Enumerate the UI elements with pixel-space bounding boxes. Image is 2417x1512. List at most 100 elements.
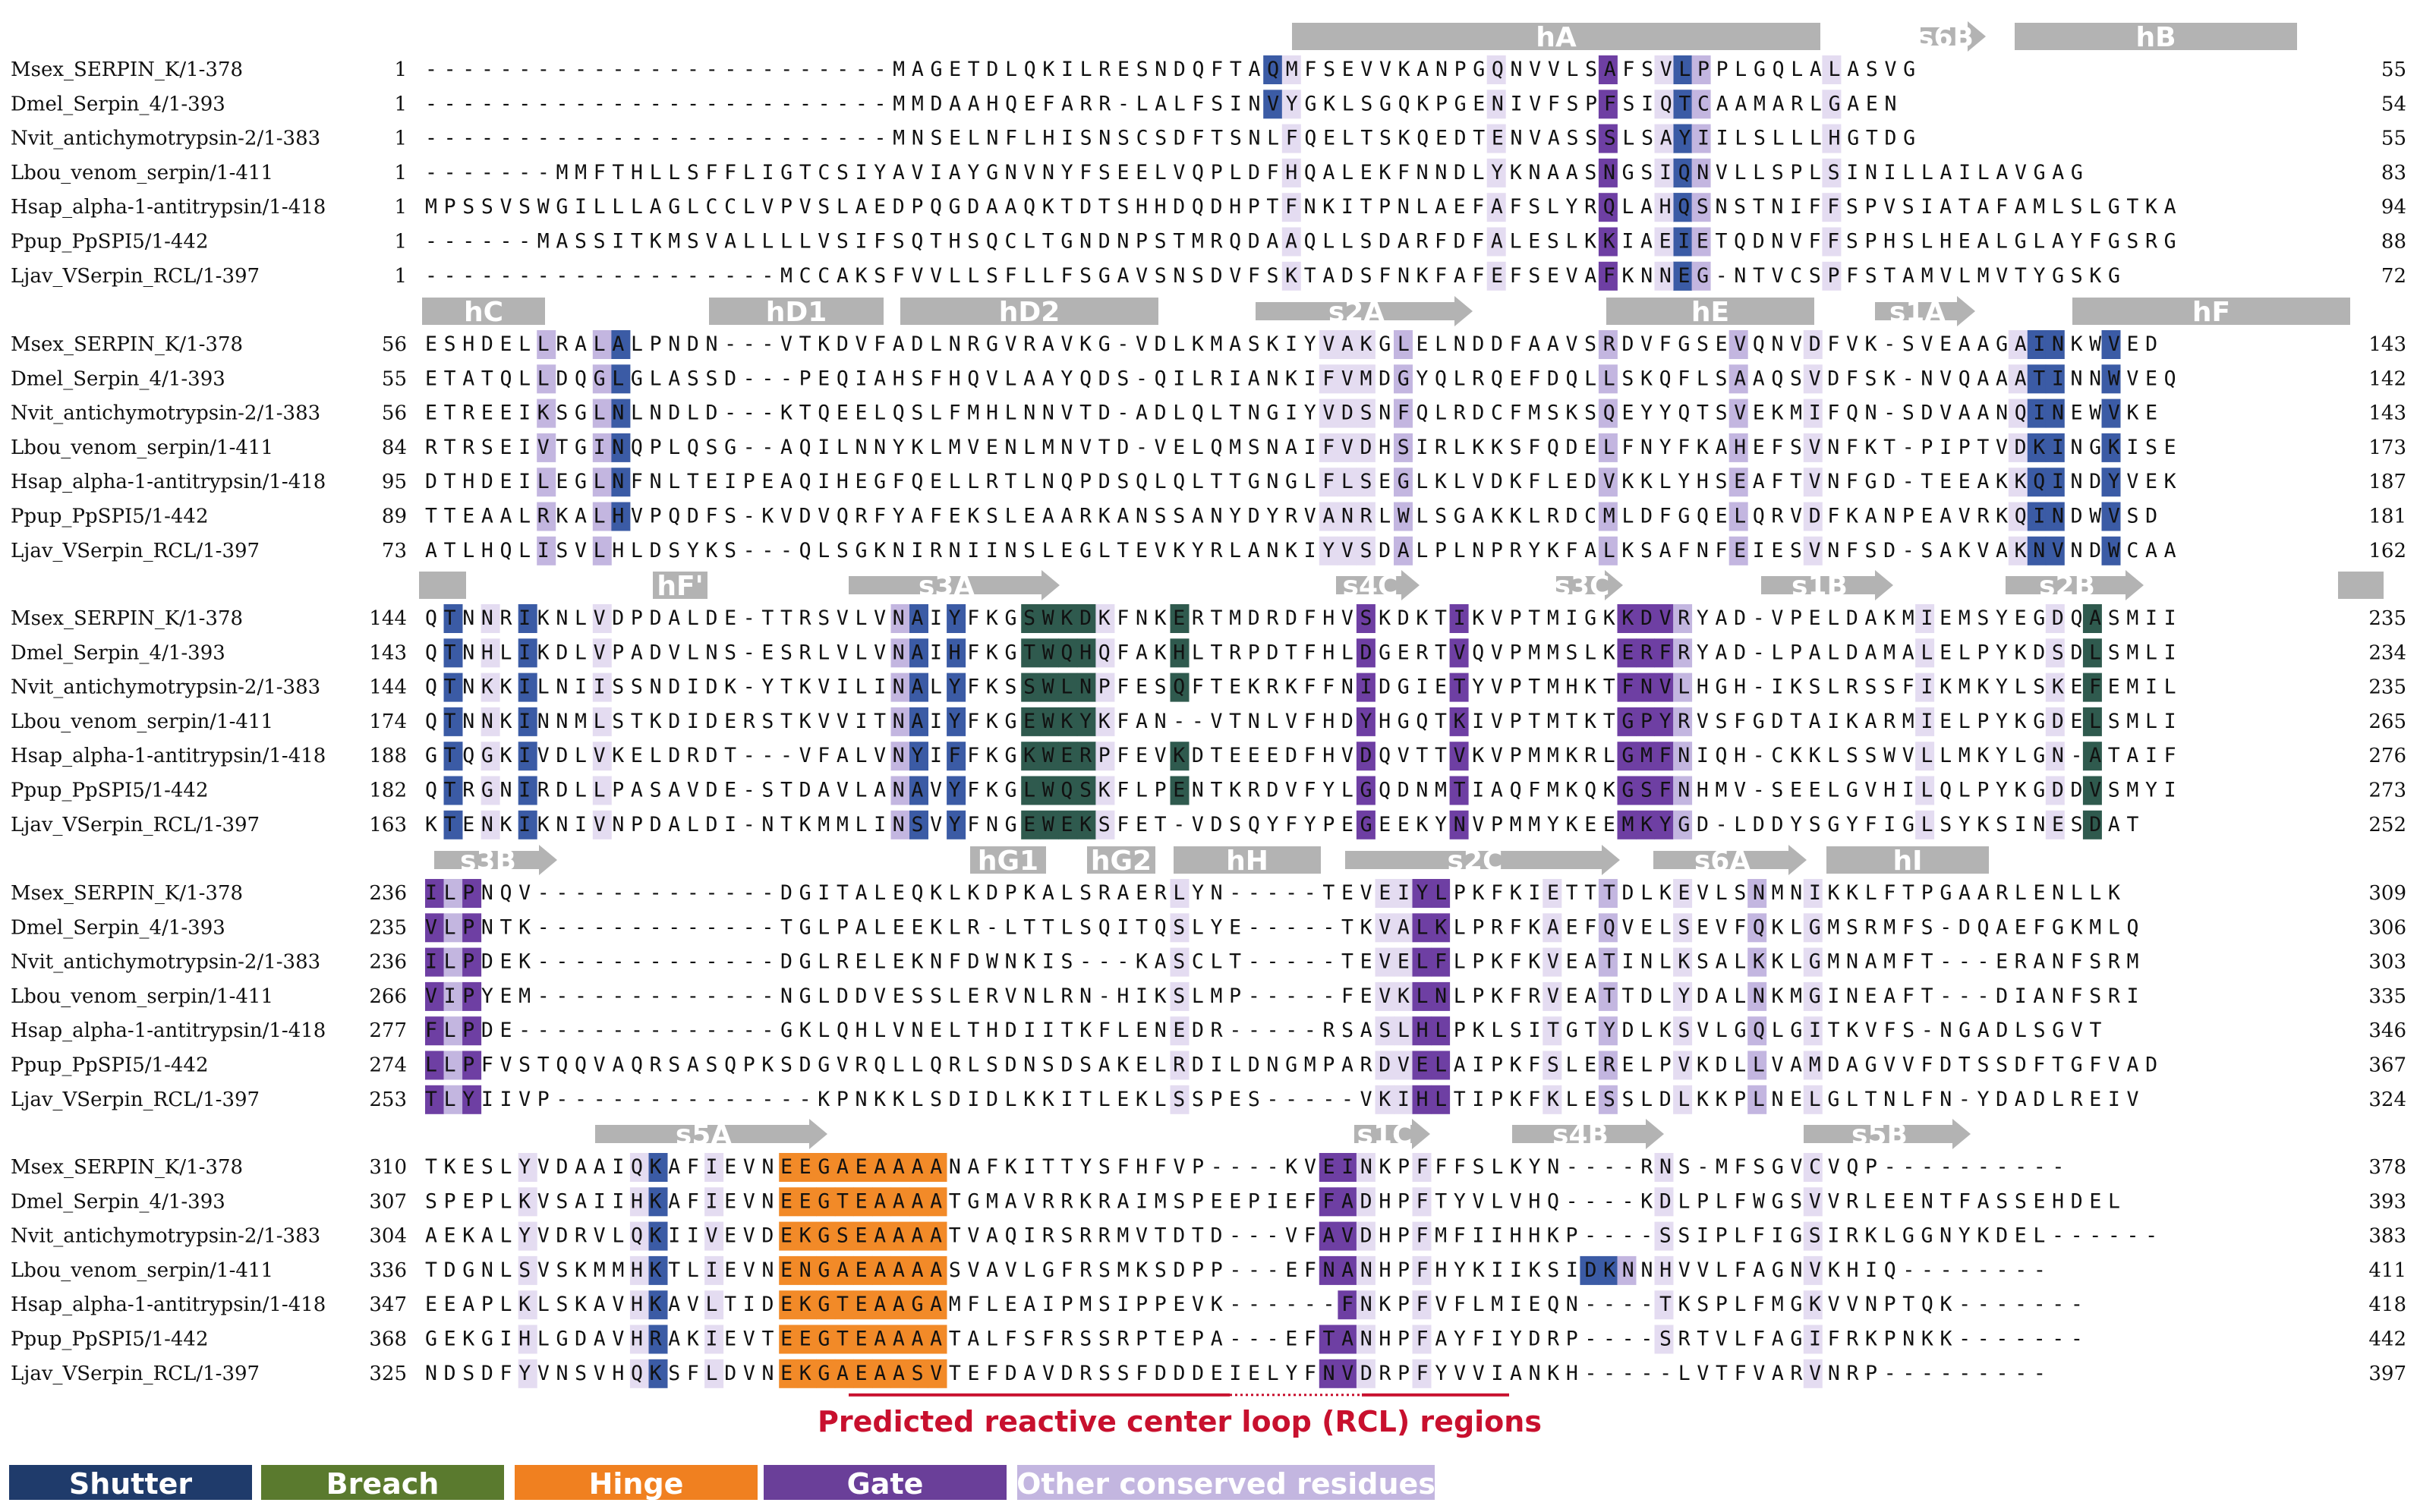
rcl-label: Predicted reactive center loop (RCL) reg… bbox=[818, 1405, 1542, 1438]
sequence-end-position: 83 bbox=[2381, 162, 2406, 184]
residue-highlight bbox=[592, 502, 612, 531]
residue-highlight bbox=[834, 1255, 854, 1285]
secondary-structure-label: hC bbox=[464, 297, 503, 328]
residue-highlight bbox=[704, 1187, 724, 1217]
residue-highlight bbox=[834, 1187, 854, 1217]
sequence-end-position: 72 bbox=[2381, 265, 2406, 288]
residue-highlight bbox=[1021, 604, 1041, 633]
sequence-end-position: 346 bbox=[2368, 1019, 2406, 1042]
residue-highlight bbox=[1431, 879, 1451, 908]
residue-highlight bbox=[1654, 742, 1674, 771]
residue-highlight bbox=[1412, 1187, 1432, 1217]
residue-highlight bbox=[2045, 330, 2065, 359]
residue-highlight bbox=[1598, 124, 1618, 153]
strand-arrow bbox=[1354, 1119, 1430, 1149]
sequence-start-position: 1 bbox=[394, 128, 407, 150]
residue-highlight bbox=[1803, 502, 1823, 531]
sequence-name: Hsap_alpha-1-antitrypsin/1-418 bbox=[11, 1019, 326, 1042]
residue-highlight bbox=[1654, 55, 1674, 84]
residue-highlight bbox=[1058, 810, 1078, 839]
residue-highlight bbox=[518, 1359, 537, 1388]
residue-highlight bbox=[1598, 398, 1618, 428]
sequence-residues: TDGNLSVSKMMHKTLIEVNENGAEAAAASVAVLGFRSMKS… bbox=[425, 1258, 2046, 1282]
sequence-name: Nvit_antichymotrypsin-2/1-383 bbox=[11, 402, 320, 425]
residue-highlight bbox=[909, 1255, 928, 1285]
residue-highlight bbox=[1673, 810, 1693, 839]
sequence-residues: QTNHLIKDLVPADVLNS-ESRLVLVNAIHFKGTWQHQFAK… bbox=[425, 641, 2176, 664]
secondary-structure-label: hI bbox=[1892, 846, 1922, 877]
secondary-structure-label: hD1 bbox=[766, 297, 827, 328]
sequence-residues: KTENKIKNIVNPDALDI-NTKMMLINSVYFNGEWEKSFET… bbox=[425, 813, 2139, 836]
residue-highlight bbox=[537, 536, 556, 565]
sequence-residues: TTEAALRKALHVPQDFS-KVDVQRFYAFEKSLEAARKANS… bbox=[425, 505, 2157, 528]
residue-highlight bbox=[1412, 981, 1432, 1011]
residue-highlight bbox=[797, 1153, 817, 1182]
residue-highlight bbox=[1654, 261, 1674, 291]
residue-highlight bbox=[1636, 604, 1655, 633]
residue-highlight bbox=[2045, 742, 2065, 771]
residue-highlight bbox=[871, 1221, 891, 1251]
residue-highlight bbox=[1281, 158, 1301, 187]
sequence-name: Nvit_antichymotrypsin-2/1-383 bbox=[11, 676, 320, 699]
residue-highlight bbox=[1449, 707, 1469, 736]
residue-highlight bbox=[2045, 468, 2065, 497]
residue-highlight bbox=[2101, 502, 2121, 531]
sequence-residues: SPEPLKVSAIIHKAFIEVNEEGTEAAAATGMAVRRKRAIM… bbox=[425, 1189, 2120, 1213]
residue-highlight bbox=[1394, 468, 1413, 497]
secondary-structure-label: s2A bbox=[1328, 297, 1385, 328]
residue-highlight bbox=[834, 1325, 854, 1354]
sequence-start-position: 89 bbox=[382, 506, 407, 528]
legend-label: Breach bbox=[326, 1467, 440, 1501]
legend-swatch-breach bbox=[261, 1465, 504, 1500]
residue-highlight bbox=[871, 1255, 891, 1285]
residue-highlight bbox=[1394, 879, 1413, 908]
residue-highlight bbox=[1598, 947, 1618, 977]
sequence-residues: -------------------MCCAKSFVVLLSFLLFSGAVS… bbox=[425, 264, 2120, 288]
residue-highlight bbox=[1803, 981, 1823, 1011]
sequence-start-position: 236 bbox=[369, 951, 407, 974]
residue-highlight bbox=[629, 1359, 649, 1388]
sequence-start-position: 182 bbox=[369, 780, 407, 802]
residue-highlight bbox=[648, 1359, 668, 1388]
residue-highlight bbox=[1356, 330, 1376, 359]
residue-highlight bbox=[1170, 673, 1190, 702]
strand-arrow bbox=[1804, 1119, 1971, 1149]
residue-highlight bbox=[2082, 604, 2102, 633]
sequence-start-position: 277 bbox=[369, 1019, 407, 1042]
sequence-end-position: 55 bbox=[2381, 128, 2406, 150]
residue-highlight bbox=[481, 673, 500, 702]
residue-highlight bbox=[871, 1290, 891, 1320]
residue-highlight bbox=[1076, 673, 1096, 702]
sequence-name: Lbou_venom_serpin/1-411 bbox=[11, 710, 273, 733]
residue-highlight bbox=[1338, 364, 1357, 394]
residue-highlight bbox=[1673, 947, 1693, 977]
residue-highlight bbox=[1431, 1085, 1451, 1114]
residue-highlight bbox=[443, 810, 463, 839]
residue-highlight bbox=[518, 1187, 537, 1217]
sequence-start-position: 144 bbox=[369, 607, 407, 630]
residue-highlight bbox=[853, 1221, 873, 1251]
residue-highlight bbox=[1412, 1085, 1432, 1114]
secondary-structure-label: s1C bbox=[1357, 1120, 1413, 1151]
sequence-name: Dmel_Serpin_4/1-393 bbox=[11, 367, 225, 390]
sequence-start-position: 56 bbox=[382, 402, 407, 425]
residue-highlight bbox=[611, 398, 631, 428]
residue-highlight bbox=[648, 1255, 668, 1285]
residue-highlight bbox=[816, 1359, 836, 1388]
secondary-structure-label: hG1 bbox=[978, 846, 1038, 877]
residue-highlight bbox=[592, 638, 612, 668]
residue-highlight bbox=[462, 1085, 482, 1114]
secondary-structure-label: s6A bbox=[1694, 846, 1751, 877]
residue-highlight bbox=[779, 1187, 799, 1217]
residue-highlight bbox=[909, 1290, 928, 1320]
residue-highlight bbox=[1598, 1085, 1618, 1114]
sequence-start-position: 1 bbox=[394, 265, 407, 288]
residue-highlight bbox=[1673, 913, 1693, 943]
residue-highlight bbox=[1598, 502, 1618, 531]
residue-highlight bbox=[1021, 742, 1041, 771]
residue-highlight bbox=[1617, 1255, 1637, 1285]
residue-highlight bbox=[1076, 707, 1096, 736]
residue-highlight bbox=[947, 673, 966, 702]
residue-highlight bbox=[1058, 707, 1078, 736]
residue-highlight bbox=[1319, 1221, 1338, 1251]
